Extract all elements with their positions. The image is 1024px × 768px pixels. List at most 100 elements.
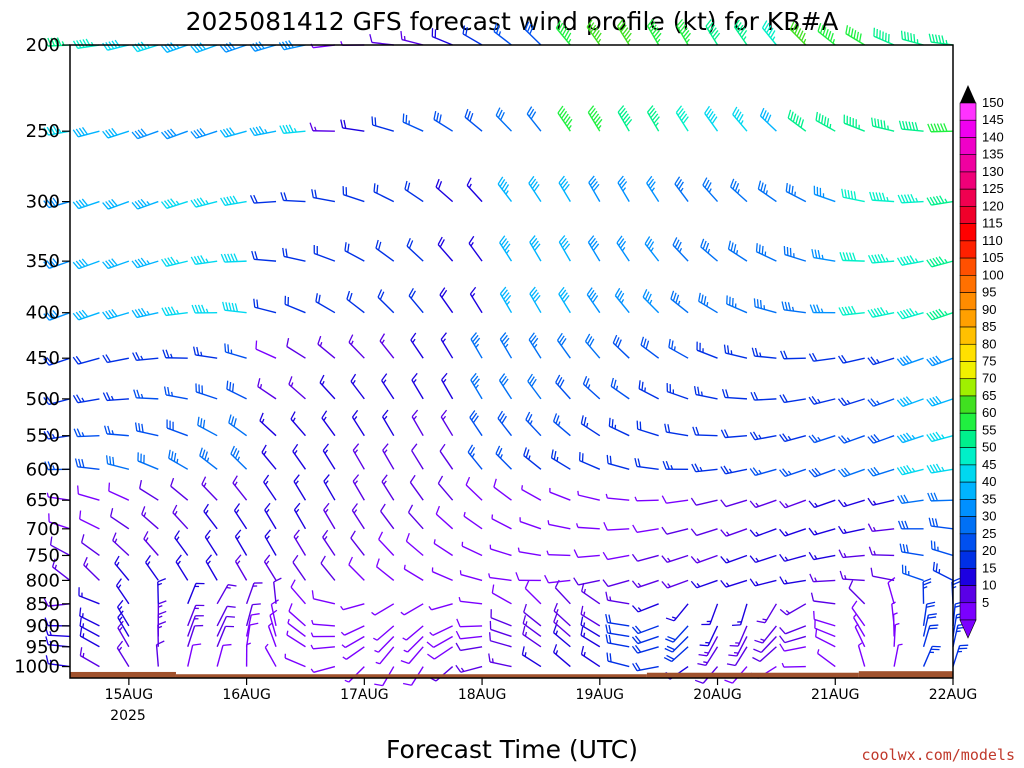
wind-barb	[612, 334, 630, 359]
wind-barb	[638, 380, 659, 400]
wind-barb	[646, 175, 660, 202]
y-tick-label: 650	[26, 490, 60, 511]
wind-barb	[463, 511, 483, 530]
wind-barb	[555, 374, 571, 400]
wind-barb	[290, 579, 306, 605]
wind-barb	[675, 105, 689, 132]
wind-barb	[498, 373, 513, 400]
wind-barb	[521, 646, 542, 668]
wind-barb	[187, 624, 204, 647]
wind-barb	[674, 176, 689, 203]
wind-barb	[381, 409, 395, 437]
colorbar-legend: 1501451401351301251201151101051009590858…	[959, 85, 1004, 639]
wind-barb	[293, 529, 307, 556]
wind-barb	[143, 531, 159, 556]
colorbar-label: 45	[982, 457, 996, 472]
wind-barb	[810, 592, 836, 605]
wind-barb	[901, 564, 924, 582]
wind-barb	[525, 411, 542, 437]
wind-barb	[588, 175, 601, 202]
wind-barb	[465, 476, 483, 501]
wind-barb	[440, 409, 454, 437]
wind-barb	[201, 476, 218, 501]
wind-barb	[132, 352, 159, 362]
wind-barb	[587, 105, 603, 132]
wind-barb	[310, 632, 335, 638]
wind-barb	[549, 487, 571, 501]
wind-barb	[162, 349, 188, 359]
wind-barb	[468, 235, 483, 262]
wind-barb	[870, 567, 895, 582]
wind-barb	[187, 582, 205, 605]
wind-barb	[547, 520, 571, 530]
wind-barb	[163, 386, 188, 400]
x-tick-label: 17AUG	[340, 687, 389, 703]
wind-barb	[720, 528, 748, 537]
wind-barb	[605, 493, 630, 501]
wind-barb	[646, 105, 660, 132]
wind-barb	[405, 532, 424, 557]
wind-barb	[134, 422, 159, 437]
colorbar-label: 65	[982, 388, 996, 403]
wind-barb	[693, 385, 718, 400]
wind-barb	[664, 635, 689, 653]
wind-barb	[409, 474, 424, 501]
colorbar-label: 50	[982, 440, 996, 455]
wind-barb	[930, 540, 954, 557]
wind-barb	[309, 122, 335, 132]
wind-barb	[187, 615, 204, 637]
wind-barb	[219, 42, 247, 53]
x-year-label: 2025	[110, 708, 146, 724]
wind-barb	[529, 235, 542, 262]
wind-barb	[462, 25, 483, 46]
wind-barb	[187, 604, 205, 627]
wind-barb	[190, 197, 218, 208]
wind-barb	[636, 420, 659, 437]
colorbar-swatch	[959, 188, 977, 207]
wind-barb	[631, 553, 659, 562]
wind-barb	[220, 195, 247, 207]
colorbar-swatch	[959, 447, 977, 466]
colorbar-label: 60	[982, 405, 996, 420]
colorbar-swatch	[959, 533, 977, 552]
wind-barb	[697, 646, 719, 667]
wind-barb	[435, 505, 454, 530]
wind-barb	[315, 293, 336, 314]
wind-barb	[780, 350, 806, 360]
wind-barb	[837, 397, 865, 407]
wind-barb	[808, 434, 836, 444]
wind-barb	[779, 433, 807, 443]
wind-barb	[753, 298, 777, 314]
colorbar-label: 90	[982, 302, 996, 317]
wind-barb	[102, 392, 129, 402]
wind-barb	[676, 18, 691, 46]
wind-barb	[348, 556, 365, 581]
wind-barb	[80, 534, 100, 557]
wind-barb	[108, 482, 130, 501]
wind-barb	[203, 503, 218, 530]
wind-barb	[690, 554, 718, 564]
wind-barb	[867, 253, 895, 264]
wind-barb	[170, 477, 189, 501]
wind-barb	[267, 622, 277, 648]
wind-barb	[841, 188, 865, 203]
wind-barb	[705, 19, 721, 46]
wind-barb	[490, 609, 512, 627]
wind-barb	[310, 665, 336, 674]
wind-barb	[690, 579, 718, 589]
wind-barb	[634, 496, 659, 502]
wind-barb	[672, 237, 689, 262]
wind-barb	[220, 253, 247, 263]
wind-barb	[105, 455, 130, 470]
wind-barb	[606, 454, 630, 470]
wind-barb	[896, 432, 924, 444]
wind-barb	[311, 619, 335, 627]
wind-barb	[160, 198, 188, 210]
ground-segment	[858, 671, 953, 678]
credit-link[interactable]: coolwx.com/models	[861, 746, 1015, 764]
wind-barb	[922, 578, 932, 604]
wind-barb	[72, 309, 100, 321]
wind-barb	[556, 332, 571, 359]
wind-barb	[837, 467, 865, 478]
wind-barb	[720, 579, 748, 588]
